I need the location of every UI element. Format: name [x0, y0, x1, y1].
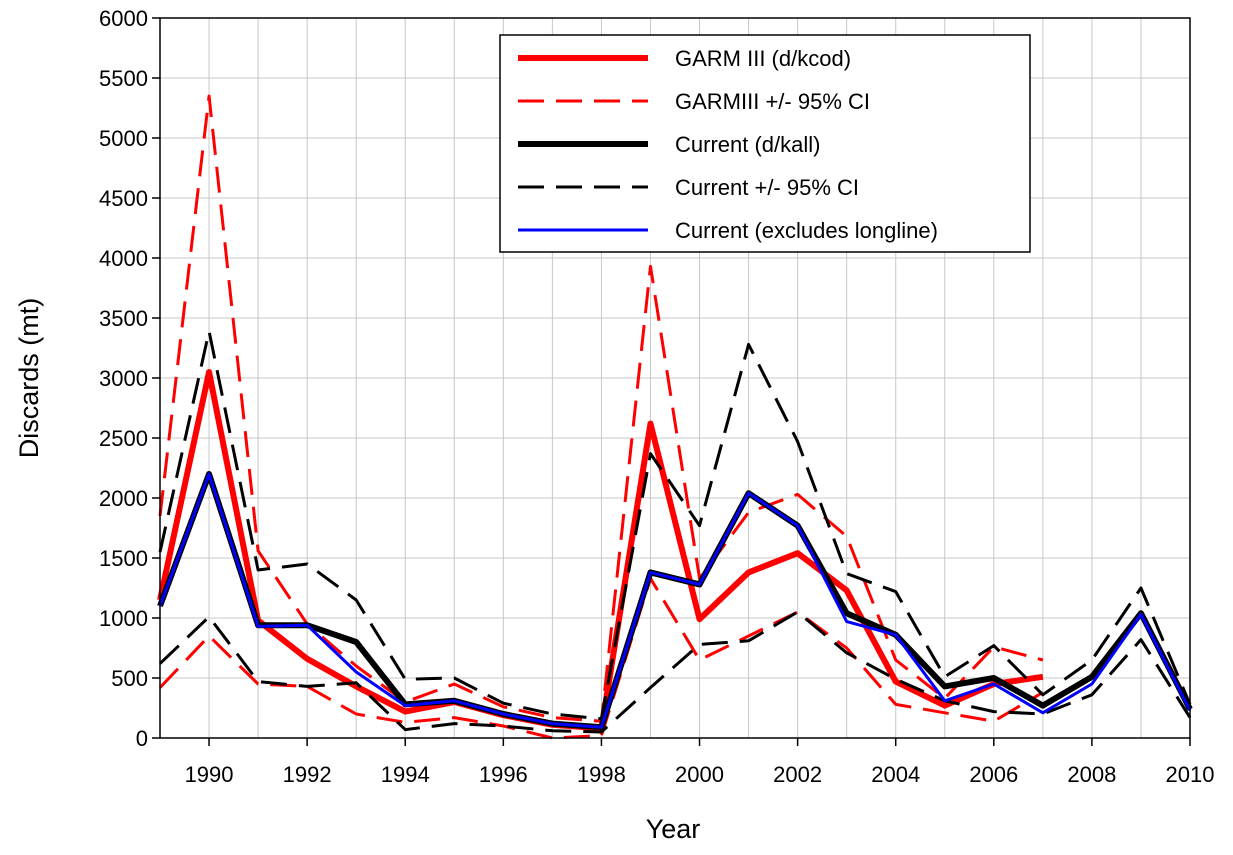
x-tick-label: 1992 — [283, 762, 332, 787]
y-tick-label: 1000 — [99, 606, 148, 631]
x-tick-label: 2010 — [1166, 762, 1215, 787]
y-tick-label: 1500 — [99, 546, 148, 571]
y-axis-label: Discards (mt) — [14, 298, 44, 459]
plot-frame — [159, 17, 1191, 739]
series-line — [158, 472, 1192, 729]
x-tick-label: 2004 — [871, 762, 920, 787]
y-tick-label: 0 — [136, 726, 148, 751]
legend-label: Current (d/kall) — [675, 132, 820, 157]
x-tick-label: 2006 — [969, 762, 1018, 787]
y-tick-label: 4000 — [99, 246, 148, 271]
legend-label: Current (excludes longline) — [675, 218, 938, 243]
series-line — [158, 329, 1192, 721]
x-axis-label: Year — [646, 814, 701, 844]
legend-label: GARM III (d/kcod) — [675, 46, 851, 71]
y-tick-label: 3500 — [99, 306, 148, 331]
series-line — [158, 576, 1044, 740]
y-tick-label: 5500 — [99, 66, 148, 91]
x-tick-label: 2008 — [1067, 762, 1116, 787]
series-line — [158, 610, 1192, 734]
x-tick-label: 2000 — [675, 762, 724, 787]
x-tick-label: 2002 — [773, 762, 822, 787]
y-tick-label: 500 — [111, 666, 148, 691]
x-tick-label: 1994 — [381, 762, 430, 787]
y-tick-label: 5000 — [99, 126, 148, 151]
x-tick-label: 1998 — [577, 762, 626, 787]
y-tick-label: 6000 — [99, 6, 148, 31]
x-tick-label: 1996 — [479, 762, 528, 787]
y-tick-label: 2500 — [99, 426, 148, 451]
y-tick-label: 4500 — [99, 186, 148, 211]
y-tick-label: 2000 — [99, 486, 148, 511]
legend-label: Current +/- 95% CI — [675, 175, 859, 200]
y-tick-label: 3000 — [99, 366, 148, 391]
x-tick-label: 1990 — [185, 762, 234, 787]
legend-label: GARMIII +/- 95% CI — [675, 89, 870, 114]
